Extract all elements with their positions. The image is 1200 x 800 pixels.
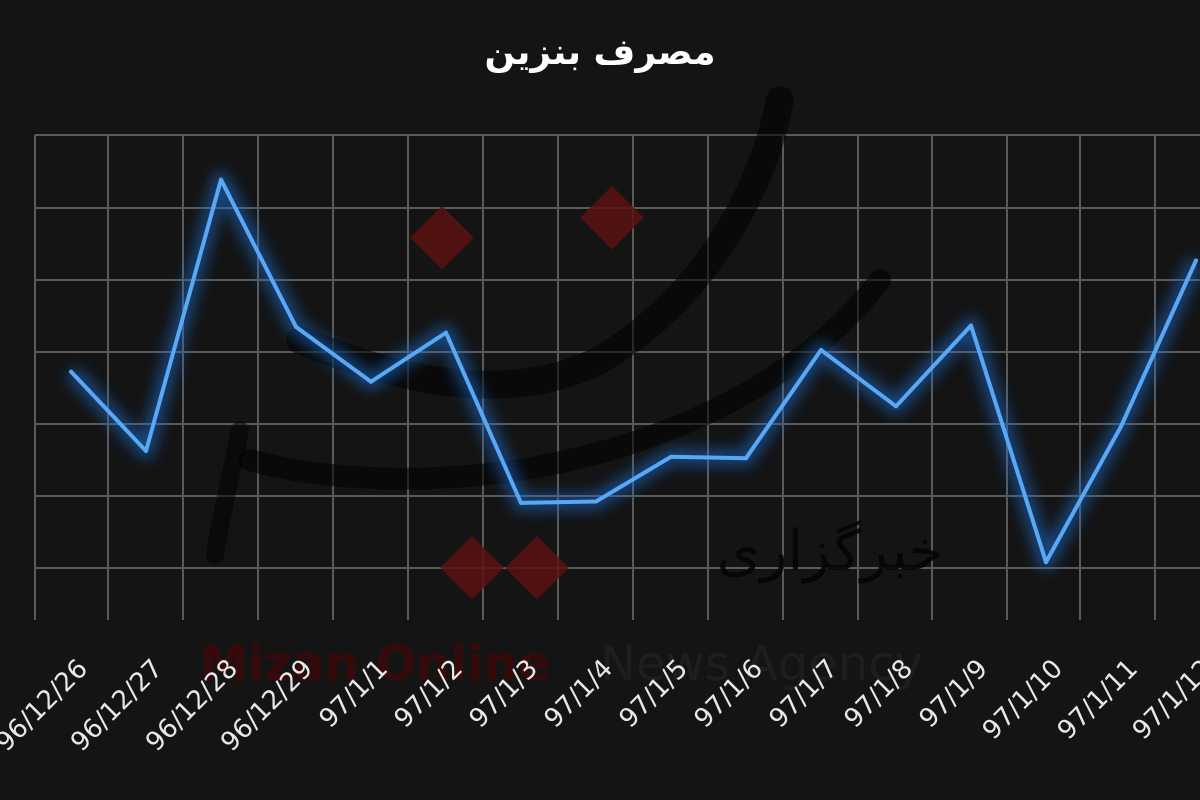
x-tick-label: 97/1/4 bbox=[539, 654, 619, 734]
watermark-latin-gray: News Agency bbox=[600, 636, 923, 692]
data-point-96/12/27 bbox=[144, 448, 148, 453]
watermark-latin-red: Mizan Online bbox=[200, 636, 550, 692]
watermark-farsi: خبرگزاری bbox=[717, 519, 943, 584]
watermark-logo: خبرگزاری Mizan Online News Agency bbox=[200, 86, 943, 692]
data-point-96/12/28 bbox=[219, 177, 223, 182]
x-tick-label: 97/1/10 bbox=[977, 654, 1069, 746]
data-point-97/1/11 bbox=[1119, 424, 1123, 429]
data-point-96/12/26 bbox=[69, 369, 73, 374]
data-point-97/1/8 bbox=[894, 404, 898, 409]
x-tick-label: 97/1/11 bbox=[1052, 654, 1144, 746]
series-line bbox=[65, 171, 1200, 571]
data-point-97/1/1 bbox=[369, 379, 373, 384]
data-point-97/1/5 bbox=[669, 454, 673, 459]
chart-title: مصرف بنزین bbox=[484, 32, 716, 73]
data-point-97/1/10 bbox=[1044, 560, 1048, 565]
x-tick-label: 97/1/12 bbox=[1127, 654, 1200, 746]
data-point-97/1/9 bbox=[969, 323, 973, 328]
data-point-97/1/7 bbox=[819, 347, 823, 352]
data-point-97/1/4 bbox=[594, 499, 598, 504]
data-point-97/1/3 bbox=[519, 500, 523, 505]
data-point-96/12/29 bbox=[294, 324, 298, 329]
data-point-97/1/12 bbox=[1194, 258, 1198, 263]
series-path bbox=[69, 177, 1198, 565]
x-axis-tick-labels: 96/12/2696/12/2796/12/2896/12/2997/1/197… bbox=[0, 654, 1200, 758]
data-point-97/1/6 bbox=[744, 456, 748, 461]
data-point-97/1/2 bbox=[444, 330, 448, 335]
